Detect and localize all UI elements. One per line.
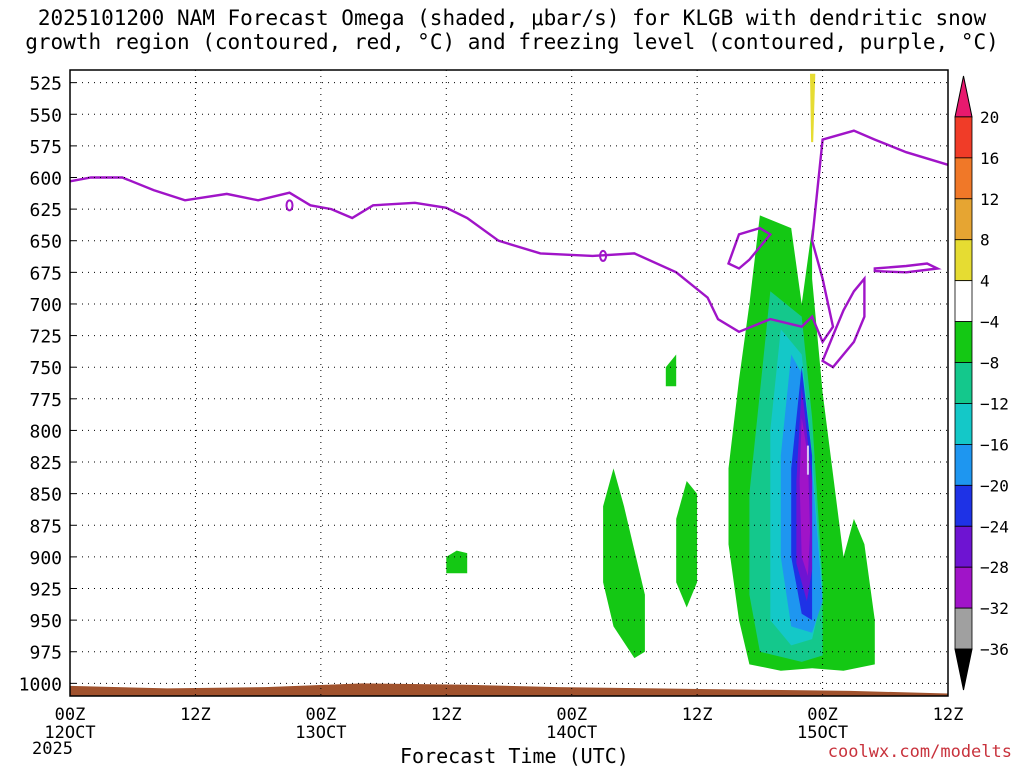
y-tick-label-600: 600 [29, 168, 62, 189]
colorbar-label-3: 8 [980, 231, 990, 250]
colorbar-label-6: −8 [980, 354, 999, 373]
x-tick-label-2: 00Z [305, 705, 336, 725]
omega-region-4 [676, 481, 698, 608]
colorbar-swatch-3 [954, 198, 973, 241]
y-tick-label-725: 725 [29, 327, 62, 348]
colorbar-swatch-12 [954, 566, 973, 609]
colorbar-label-7: −12 [980, 394, 1009, 413]
colorbar-swatch-top [954, 75, 973, 118]
x-tick-label-4: 00Z [556, 705, 587, 725]
colorbar-swatch-5 [954, 280, 973, 322]
ground-terrain [70, 683, 948, 696]
colorbar-swatch-2 [954, 157, 973, 200]
freezing-level-loop-2 [599, 249, 608, 262]
colorbar-label-4: 4 [980, 272, 990, 291]
x-tick-label-6: 00Z [807, 705, 838, 725]
colorbar-label-9: −20 [980, 476, 1009, 495]
colorbar-label-2: 12 [980, 190, 999, 209]
positive-omega-spike [810, 73, 816, 143]
x-tick-date-6: 15OCT [797, 723, 848, 743]
x-tick-date-4: 14OCT [546, 723, 597, 743]
x-tick-label-3: 12Z [431, 705, 462, 725]
y-tick-label-675: 675 [29, 263, 62, 284]
x-tick-date-2: 13OCT [295, 723, 346, 743]
freezing-level-contour-1 [727, 226, 773, 270]
x-tick-label-5: 12Z [682, 705, 713, 725]
y-tick-label-700: 700 [29, 295, 62, 316]
colorbar-label-12: −32 [980, 599, 1009, 618]
y-tick-label-850: 850 [29, 485, 62, 506]
colorbar-label-8: −16 [980, 435, 1009, 454]
x-tick-label-0: 00Z [55, 705, 86, 725]
colorbar-swatch-11 [954, 525, 973, 568]
source-credit[interactable]: coolwx.com/modelts [827, 742, 1012, 762]
colorbar-label-10: −24 [980, 517, 1009, 536]
y-tick-label-800: 800 [29, 421, 62, 442]
y-tick-label-925: 925 [29, 580, 62, 601]
y-tick-label-575: 575 [29, 137, 62, 158]
colorbar-swatch-1 [954, 116, 973, 159]
x-tick-label-1: 12Z [180, 705, 211, 725]
colorbar-swatch-4 [954, 239, 973, 282]
colorbar-swatch-13 [954, 607, 973, 650]
freezing-level-loop-1 [285, 199, 294, 212]
colorbar-label-13: −36 [980, 640, 1009, 659]
y-tick-label-875: 875 [29, 516, 62, 537]
y-tick-label-950: 950 [29, 611, 62, 632]
freezing-level-line [69, 129, 949, 345]
y-tick-label-825: 825 [29, 453, 62, 474]
y-tick-label-550: 550 [29, 105, 62, 126]
y-tick-label-750: 750 [29, 358, 62, 379]
colorbar-label-1: 16 [980, 149, 999, 168]
x-tick-label-7: 12Z [933, 705, 964, 725]
colorbar-label-11: −28 [980, 558, 1009, 577]
x-axis-title: Forecast Time (UTC) [400, 744, 629, 768]
colorbar-swatch-8 [954, 403, 973, 445]
x-tick-date-0: 12OCT [44, 723, 95, 743]
colorbar-swatch-bottom [954, 648, 973, 691]
colorbar-swatch-9 [954, 443, 973, 486]
y-tick-label-1000: 1000 [19, 674, 62, 695]
y-tick-label-625: 625 [29, 200, 62, 221]
colorbar-swatch-10 [954, 484, 973, 527]
omega-region-2 [665, 354, 677, 387]
y-tick-label-975: 975 [29, 643, 62, 664]
y-tick-label-775: 775 [29, 390, 62, 411]
omega-region-3 [446, 550, 468, 574]
y-tick-label-650: 650 [29, 232, 62, 253]
y-tick-label-900: 900 [29, 548, 62, 569]
plot-frame [69, 69, 949, 697]
omega-region-1 [603, 468, 645, 659]
colorbar-label-0: 20 [980, 108, 999, 127]
freezing-level-contour-0 [873, 262, 942, 274]
y-tick-label-525: 525 [29, 74, 62, 95]
x-axis-year-label: 2025 [32, 739, 73, 759]
colorbar-swatch-7 [954, 362, 973, 404]
colorbar-label-5: −4 [980, 313, 999, 332]
chart-title: 2025101200 NAM Forecast Omega (shaded, μ… [25, 6, 999, 54]
freezing-level-contour-2 [821, 275, 866, 369]
colorbar-swatch-6 [954, 321, 973, 363]
